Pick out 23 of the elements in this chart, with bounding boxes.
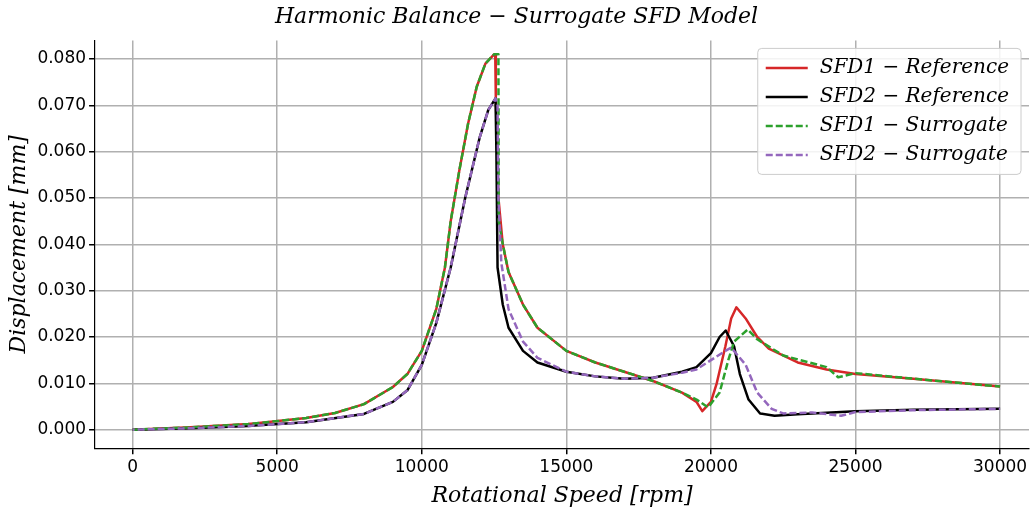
y-tick-label: 0.020 [37,325,87,346]
y-tick-label: 0.000 [37,418,87,439]
x-tick-label: 25000 [828,455,883,476]
legend-label: SFD1 − Surrogate [819,112,1008,137]
legend-label: SFD1 − Reference [819,54,1010,79]
x-tick-label: 30000 [973,455,1028,476]
y-tick-label: 0.030 [37,279,87,300]
y-tick-label: 0.080 [37,47,87,68]
y-tick-label: 0.060 [37,140,87,161]
y-tick-label: 0.070 [37,93,87,114]
y-tick-label: 0.040 [37,232,87,253]
legend-label: SFD2 − Surrogate [819,141,1008,166]
x-tick-label: 15000 [539,455,594,476]
chart-title: Harmonic Balance − Surrogate SFD Model [273,2,759,28]
x-tick-label: 10000 [394,455,449,476]
x-tick-label: 20000 [683,455,738,476]
x-tick-label: 0 [127,455,139,476]
legend-label: SFD2 − Reference [819,83,1010,108]
y-tick-label: 0.050 [37,186,87,207]
x-tick-label: 5000 [255,455,299,476]
x-axis-title: Rotational Speed [rpm] [430,481,693,507]
y-axis-title: Displacement [mm] [4,134,30,355]
y-tick-label: 0.010 [37,371,87,392]
